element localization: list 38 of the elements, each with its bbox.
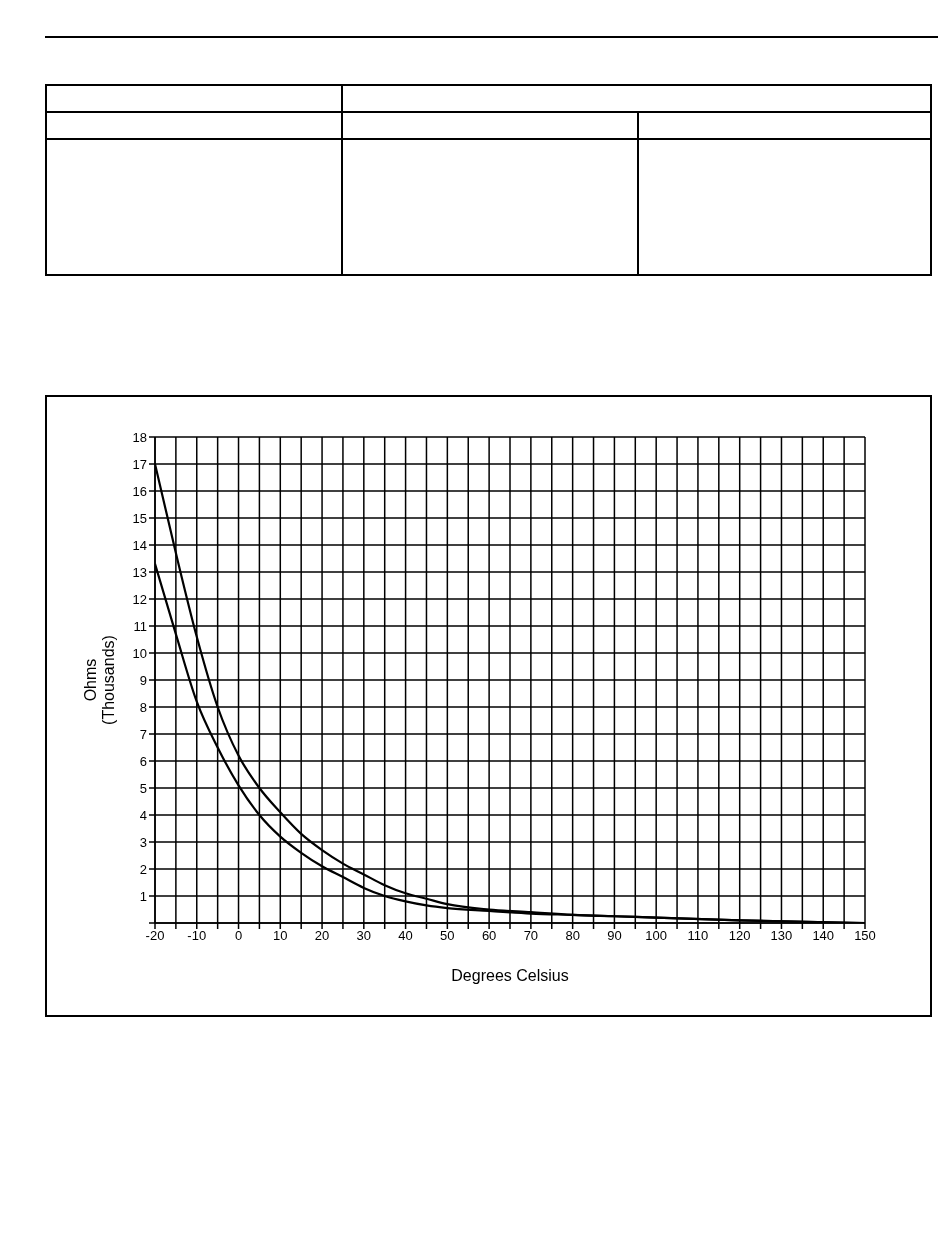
y-tick-label: 5 xyxy=(139,780,147,796)
x-tick-label: -10 xyxy=(187,928,207,944)
x-tick-label: 150 xyxy=(854,928,876,944)
y-tick-label: 2 xyxy=(139,861,147,877)
y-tick-label: 7 xyxy=(139,726,147,742)
y-tick-label: 6 xyxy=(139,753,147,769)
x-tick-label: 120 xyxy=(728,928,751,944)
y-tick-label: 10 xyxy=(132,645,147,661)
x-tick-label: 140 xyxy=(812,928,835,944)
x-tick-label: 130 xyxy=(770,928,793,944)
y-axis-title: Ohms (Thousands) xyxy=(82,635,117,725)
y-tick-label: 3 xyxy=(139,834,147,850)
y-tick-label: 12 xyxy=(132,591,147,607)
y-tick-label: 16 xyxy=(132,483,147,499)
x-tick-label: 100 xyxy=(645,928,668,944)
y-tick-label: 13 xyxy=(132,564,147,580)
x-tick-label: 60 xyxy=(481,928,497,944)
x-tick-label: 10 xyxy=(273,928,288,944)
y-tick-label: 4 xyxy=(139,807,147,823)
y-tick-label: 9 xyxy=(139,672,147,688)
x-tick-label: 20 xyxy=(314,928,330,944)
y-tick-label: 1 xyxy=(139,888,147,904)
y-tick-label: 8 xyxy=(139,699,147,715)
y-tick-label: 14 xyxy=(132,537,147,553)
x-axis-title: Degrees Celsius xyxy=(451,967,569,984)
x-tick-label: 90 xyxy=(607,928,622,944)
x-tick-label: 110 xyxy=(687,928,709,944)
x-tick-label: 0 xyxy=(234,928,243,944)
x-tick-label: 70 xyxy=(523,928,539,944)
y-tick-label: 17 xyxy=(132,456,147,472)
x-tick-label: -20 xyxy=(145,928,165,944)
x-tick-label: 80 xyxy=(565,928,580,944)
x-tick-label: 40 xyxy=(398,928,413,944)
x-tick-label: 50 xyxy=(440,928,455,944)
y-tick-label: 11 xyxy=(133,618,147,634)
y-tick-label: 15 xyxy=(132,510,147,526)
x-tick-label: 30 xyxy=(356,928,372,944)
y-tick-label: 18 xyxy=(132,429,147,445)
